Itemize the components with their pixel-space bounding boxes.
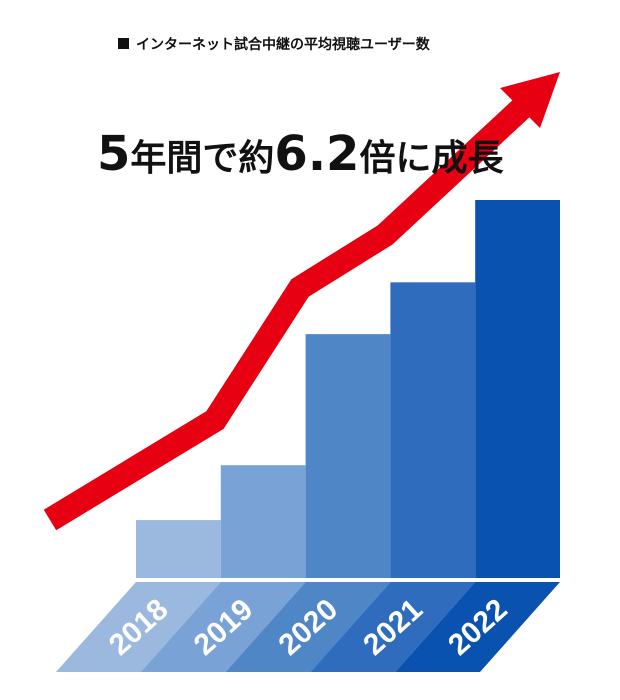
base-band (225, 582, 391, 672)
bar (475, 200, 560, 578)
title-part: 倍に成長 (359, 138, 504, 179)
bar (136, 520, 221, 578)
title-part: 5 (97, 126, 130, 182)
growth-arrow (43, 96, 534, 531)
subtitle-marker (118, 38, 129, 49)
title-part: 年間で約 (130, 138, 274, 179)
bars: 2018 2019 2020 2021 2022 (56, 200, 560, 672)
base-band (395, 582, 560, 672)
bar (390, 282, 476, 578)
arrow-head (500, 72, 560, 128)
bar (305, 334, 391, 578)
chart-subtitle: インターネット試合中継の平均視聴ユーザー数 (136, 36, 431, 53)
base-band (310, 582, 476, 672)
chart-title: 5年間で約6.2倍に成長 (97, 126, 504, 182)
bar (220, 465, 306, 578)
base-band (140, 582, 306, 672)
title-part: 6.2 (274, 126, 359, 182)
base-band (56, 582, 221, 672)
